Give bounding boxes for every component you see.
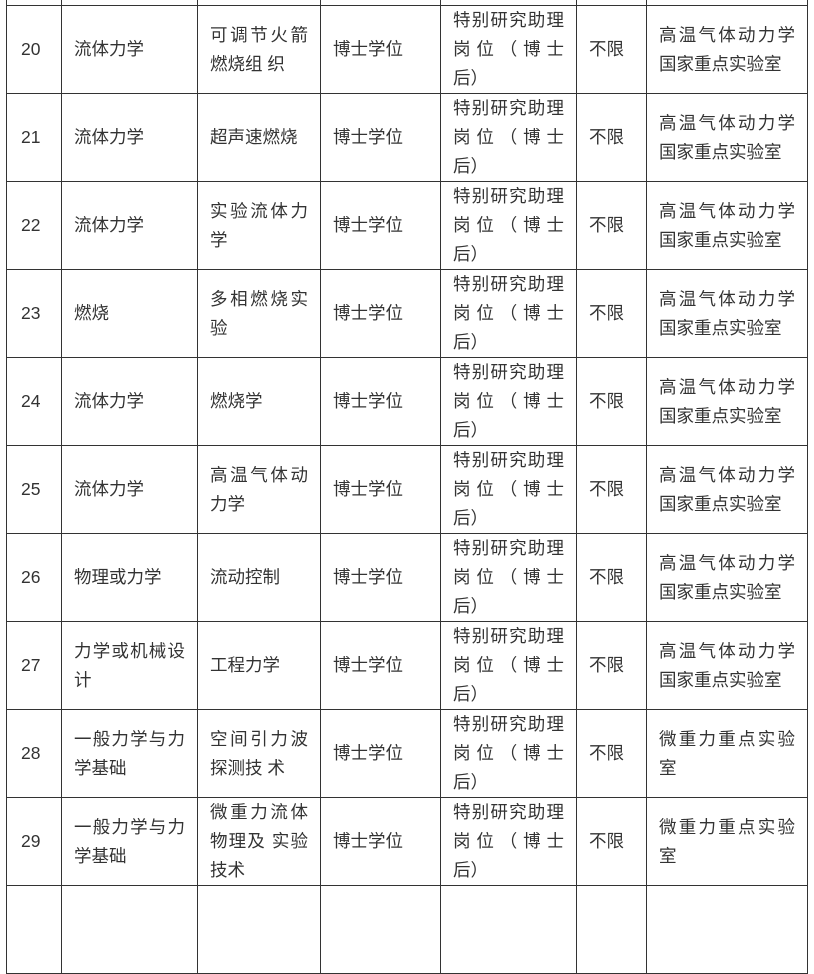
cell-discipline: 流体力学 (61, 357, 198, 446)
cell-position: 特别研究助理岗位（博士后） (440, 93, 577, 182)
cell-unit: 高温气体动力学国家重点实验室 (646, 533, 808, 622)
cell-no: 29 (6, 797, 62, 886)
cell-direction: 微重力流体物理及 实验技术 (197, 797, 321, 886)
cell-discipline: 一般力学与力学基础 (61, 797, 198, 886)
table-row: 28 一般力学与力学基础 空间引力波探测技 术博士学位 特别研究助理岗位（博士后） 不限… (6, 709, 808, 798)
cell-degree: 博士学位 (320, 181, 441, 270)
table-row: 22 流体力学 实验流体力学 博士学位 特别研究助理岗位（博士后） 不限 高温气体动力学国家… (6, 181, 808, 270)
cell-unit: 高温气体动力学国家重点实验室 (646, 621, 808, 710)
cell-position: 特别研究助理岗位（博士后） (440, 269, 577, 358)
cell-direction: 高温气体动力学 (197, 445, 321, 534)
table-row: 23 燃烧 多相燃烧实验 博士学位 特别研究助理岗位（博士后） 不限 高温气体动力学国家重点… (6, 269, 808, 358)
cell-degree: 博士学位 (320, 445, 441, 534)
cell-age: 不限 (576, 797, 647, 886)
cell-no: 25 (6, 445, 62, 534)
cell-age: 不限 (576, 445, 647, 534)
cell-direction: 燃烧学 (197, 357, 321, 446)
cell-degree: 博士学位 (320, 797, 441, 886)
cell-direction: 多相燃烧实验 (197, 269, 321, 358)
cell-no: 26 (6, 533, 62, 622)
cell-unit: 微重力重点实验室 (646, 709, 808, 798)
table-row: 21 流体力学 超声速燃烧 博士学位 特别研究助理岗位（博士后） 不限 高温气体动力学国家重… (6, 93, 808, 182)
cell-no: 24 (6, 357, 62, 446)
cell-position: 特别研究助理岗位（博士后） (440, 797, 577, 886)
cell-discipline: 流体力学 (61, 93, 198, 182)
cell-discipline: 力学或机械设计 (61, 621, 198, 710)
cell-no: 27 (6, 621, 62, 710)
cell-degree: 博士学位 (320, 533, 441, 622)
cell-no: 21 (6, 93, 62, 182)
cell-degree: 博士学位 (320, 269, 441, 358)
table-row: 20 流体力学 可调节火箭燃烧组 织博士学位 特别研究助理岗位（博士后） 不限 高温气体动… (6, 5, 808, 94)
cell-unit: 微重力重点实验室 (646, 797, 808, 886)
cell-age: 不限 (576, 269, 647, 358)
cell-position: 特别研究助理岗位（博士后） (440, 357, 577, 446)
cell-discipline: 流体力学 (61, 5, 198, 94)
cell-no: 28 (6, 709, 62, 798)
cell-age: 不限 (576, 621, 647, 710)
cell-age: 不限 (576, 533, 647, 622)
cell-unit: 高温气体动力学国家重点实验室 (646, 5, 808, 94)
cell-unit: 高温气体动力学国家重点实验室 (646, 181, 808, 270)
cell-degree: 博士学位 (320, 709, 441, 798)
cell-discipline: 物理或力学 (61, 533, 198, 622)
cell-position: 特别研究助理岗位（博士后） (440, 621, 577, 710)
cell-position: 特别研究助理岗位（博士后） (440, 533, 577, 622)
cell-no: 20 (6, 5, 62, 94)
table-row: 26 物理或力学 流动控制 博士学位 特别研究助理岗位（博士后） 不限 高温气体动力学国家重… (6, 533, 808, 622)
table-row: 25 流体力学 高温气体动力学 博士学位 特别研究助理岗位（博士后） 不限 高温气体动力学国… (6, 445, 808, 534)
cell-direction: 流动控制 (197, 533, 321, 622)
cell-unit: 高温气体动力学国家重点实验室 (646, 269, 808, 358)
table-row-partial-bottom (6, 885, 808, 974)
cell-age: 不限 (576, 5, 647, 94)
table-row: 24 流体力学 燃烧学 博士学位 特别研究助理岗位（博士后） 不限 高温气体动力学国家重点实… (6, 357, 808, 446)
cell-age: 不限 (576, 709, 647, 798)
positions-table: 20 流体力学 可调节火箭燃烧组 织博士学位 特别研究助理岗位（博士后） 不限 高温气体动… (6, 0, 808, 974)
cell-direction: 工程力学 (197, 621, 321, 710)
cell-direction: 空间引力波探测技 术 (197, 709, 321, 798)
cell-position: 特别研究助理岗位（博士后） (440, 709, 577, 798)
cell-discipline: 流体力学 (61, 445, 198, 534)
cell-age: 不限 (576, 181, 647, 270)
cell-unit: 高温气体动力学国家重点实验室 (646, 357, 808, 446)
table-row: 27 力学或机械设计 工程力学 博士学位 特别研究助理岗位（博士后） 不限 高温气体动力学国… (6, 621, 808, 710)
cell-degree: 博士学位 (320, 93, 441, 182)
cell-no: 22 (6, 181, 62, 270)
cell-no: 23 (6, 269, 62, 358)
cell-age: 不限 (576, 357, 647, 446)
cell-direction: 可调节火箭燃烧组 织 (197, 5, 321, 94)
cell-discipline: 流体力学 (61, 181, 198, 270)
cell-degree: 博士学位 (320, 621, 441, 710)
cell-discipline: 一般力学与力学基础 (61, 709, 198, 798)
cell-position: 特别研究助理岗位（博士后） (440, 445, 577, 534)
cell-degree: 博士学位 (320, 357, 441, 446)
cell-degree: 博士学位 (320, 5, 441, 94)
cell-position: 特别研究助理岗位（博士后） (440, 5, 577, 94)
cell-unit: 高温气体动力学国家重点实验室 (646, 93, 808, 182)
cell-discipline: 燃烧 (61, 269, 198, 358)
cell-direction: 超声速燃烧 (197, 93, 321, 182)
table-row: 29 一般力学与力学基础 微重力流体物理及 实验技术 博士学位 特别研究助理岗位（博士后… (6, 797, 808, 886)
cell-unit: 高温气体动力学国家重点实验室 (646, 445, 808, 534)
cell-position: 特别研究助理岗位（博士后） (440, 181, 577, 270)
cell-age: 不限 (576, 93, 647, 182)
cell-direction: 实验流体力学 (197, 181, 321, 270)
